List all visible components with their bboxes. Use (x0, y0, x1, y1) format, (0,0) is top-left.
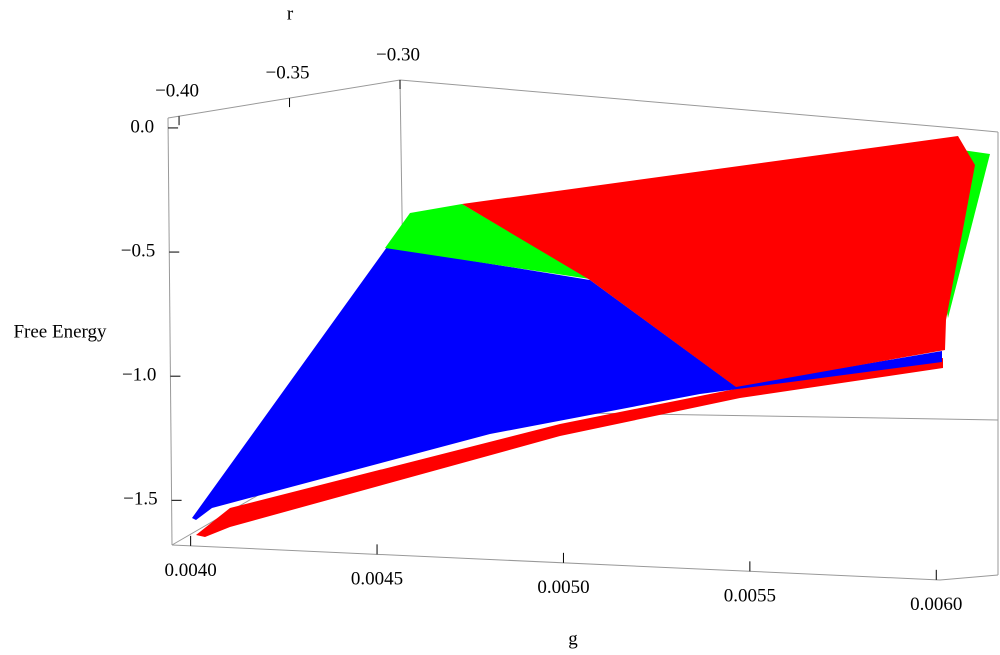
x-tick-label: 0.0040 (165, 560, 217, 581)
box-edge (167, 79, 401, 119)
x-axis-label: g (568, 628, 578, 649)
y-tick-label: −0.35 (266, 62, 310, 83)
x-tick-label: 0.0060 (910, 594, 962, 615)
z-tick-label: −1.5 (123, 489, 157, 510)
x-tick-label: 0.0055 (724, 586, 776, 607)
box-edge (954, 127, 999, 133)
x-tick-label: 0.0050 (537, 577, 589, 598)
box-front (167, 79, 999, 581)
box-edge (399, 79, 956, 129)
box-edge (167, 117, 173, 546)
z-tick-label: −1.0 (122, 365, 156, 386)
z-axis-label: Free Energy (13, 321, 107, 342)
y-tick-label: −0.40 (155, 81, 199, 102)
z-tick-label: 0.0 (130, 116, 154, 137)
surface-green (385, 204, 590, 279)
z-tick-label: −0.5 (121, 240, 155, 261)
x-tick-label: 0.0045 (351, 569, 403, 590)
surface-red-lower (196, 358, 943, 537)
box-edge (939, 574, 999, 581)
surface-green-edge (945, 150, 990, 318)
y-axis-label: r (287, 3, 294, 24)
surface-blue (192, 247, 942, 520)
surface-red-upper (462, 136, 975, 387)
box-edge (171, 544, 941, 581)
y-tick-label: −0.30 (376, 44, 420, 65)
